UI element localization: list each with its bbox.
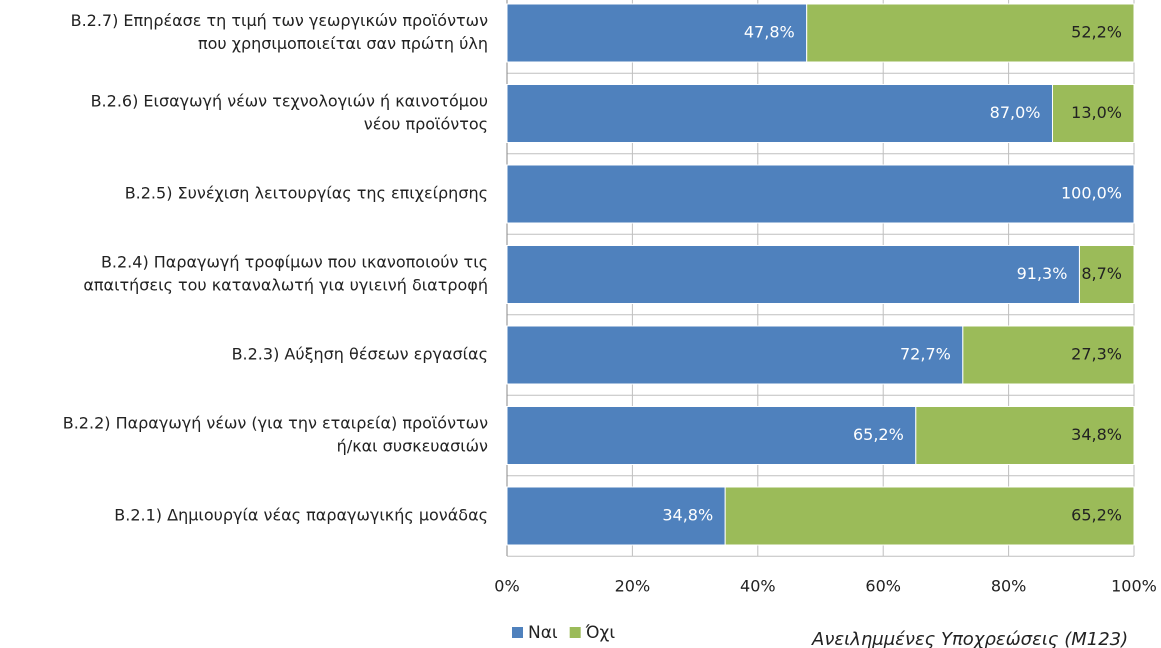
category-label: που χρησιμοποιείται σαν πρώτη ύλη bbox=[198, 34, 488, 53]
category-label: ή/και συσκευασιών bbox=[337, 437, 488, 456]
legend-label: Όχι bbox=[585, 623, 616, 643]
data-label: 34,8% bbox=[662, 506, 713, 525]
category-label: B.2.4) Παραγωγή τροφίμων που ικανοποιούν… bbox=[101, 253, 488, 272]
data-label: 100,0% bbox=[1061, 184, 1122, 203]
category-label: απαιτήσεις του καταναλωτή για υγιεινή δι… bbox=[83, 276, 488, 295]
bar-segment bbox=[506, 245, 1080, 304]
category-label: B.2.2) Παραγωγή νέων (για την εταιρεία) … bbox=[63, 414, 488, 433]
data-label: 47,8% bbox=[744, 23, 795, 42]
data-label: 27,3% bbox=[1071, 345, 1122, 364]
category-label: B.2.1) Δημιουργία νέας παραγωγικής μονάδ… bbox=[114, 506, 488, 525]
data-label: 34,8% bbox=[1071, 425, 1122, 444]
category-label: νέου προϊόντος bbox=[364, 115, 488, 134]
data-label: 72,7% bbox=[900, 345, 951, 364]
data-label: 8,7% bbox=[1081, 264, 1122, 283]
category-label: B.2.6) Εισαγωγή νέων τεχνολογιών ή καινο… bbox=[91, 92, 488, 111]
x-tick-label: 20% bbox=[615, 577, 651, 596]
bar-segment bbox=[962, 325, 1135, 385]
bar-segment bbox=[506, 486, 726, 546]
bar-segment bbox=[724, 486, 1135, 546]
bar-segment bbox=[1078, 245, 1135, 304]
category-label: B.2.7) Επηρέασε τη τιμή των γεωργικών πρ… bbox=[71, 11, 488, 30]
legend-swatch bbox=[569, 627, 581, 638]
annotation: Ανειλημμένες Υποχρεώσεις (Μ123) bbox=[811, 629, 1128, 648]
bar-segment bbox=[506, 325, 964, 385]
category-label: B.2.5) Συνέχιση λειτουργίας της επιχείρη… bbox=[125, 184, 488, 203]
category-label: B.2.3) Αύξηση θέσεων εργασίας bbox=[232, 345, 488, 364]
x-tick-label: 60% bbox=[865, 577, 901, 596]
x-tick-label: 100% bbox=[1111, 577, 1157, 596]
legend-label: Ναι bbox=[528, 623, 558, 643]
x-tick-label: 40% bbox=[740, 577, 776, 596]
legend-swatch bbox=[512, 627, 523, 638]
data-label: 91,3% bbox=[1017, 264, 1068, 283]
data-label: 13,0% bbox=[1071, 103, 1122, 122]
x-tick-label: 0% bbox=[494, 577, 519, 596]
bar-segment bbox=[915, 406, 1135, 465]
data-label: 65,2% bbox=[853, 425, 904, 444]
x-tick-label: 80% bbox=[991, 577, 1027, 596]
bar-segment bbox=[506, 84, 1053, 143]
bar-segment bbox=[806, 3, 1135, 63]
bar-segment bbox=[1051, 84, 1135, 143]
bar-segment bbox=[506, 164, 1135, 224]
bar-segment bbox=[506, 406, 917, 465]
data-label: 65,2% bbox=[1071, 506, 1122, 525]
data-label: 52,2% bbox=[1071, 23, 1122, 42]
data-label: 87,0% bbox=[990, 103, 1041, 122]
